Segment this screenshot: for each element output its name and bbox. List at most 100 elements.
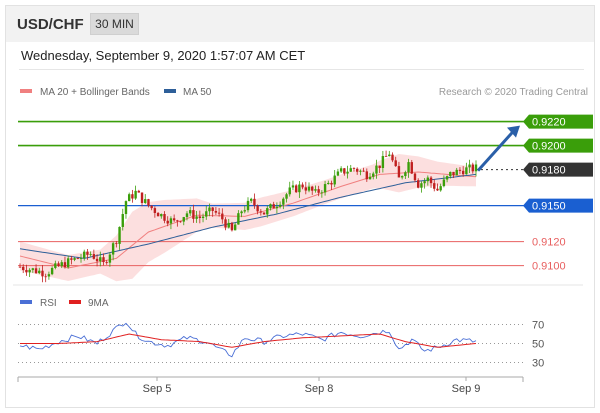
candle bbox=[445, 175, 449, 183]
level-label-0.9200: 0.9200 bbox=[532, 141, 566, 153]
candle bbox=[384, 150, 388, 157]
candle-body bbox=[455, 169, 458, 176]
candle-body bbox=[124, 201, 128, 215]
candle bbox=[349, 164, 352, 172]
candle-body bbox=[89, 254, 92, 255]
candle bbox=[95, 254, 99, 267]
candle-body bbox=[266, 208, 269, 215]
candle-body bbox=[95, 258, 99, 262]
candle bbox=[291, 180, 295, 190]
candle-body bbox=[150, 205, 153, 209]
candle bbox=[314, 185, 317, 193]
candle-body bbox=[407, 162, 410, 173]
candle-body bbox=[288, 187, 291, 195]
candle-body bbox=[343, 168, 346, 174]
candle bbox=[57, 261, 60, 267]
candles bbox=[18, 150, 478, 283]
candle bbox=[400, 175, 404, 180]
forecast-arrow bbox=[476, 125, 520, 172]
candle-body bbox=[471, 164, 474, 172]
candle bbox=[311, 185, 314, 195]
candle bbox=[426, 175, 430, 186]
candle bbox=[420, 181, 423, 193]
candle bbox=[66, 255, 70, 269]
candle bbox=[22, 264, 25, 274]
candle-body bbox=[301, 184, 304, 188]
candle bbox=[410, 159, 413, 175]
candle bbox=[140, 192, 144, 207]
candle bbox=[471, 162, 474, 174]
timeframe-badge[interactable]: 30 MIN bbox=[90, 13, 139, 35]
candle-body bbox=[127, 194, 131, 202]
candle bbox=[407, 158, 410, 178]
candle bbox=[137, 189, 141, 193]
candle-body bbox=[214, 210, 218, 213]
candle bbox=[60, 260, 63, 269]
candle-body bbox=[144, 199, 147, 204]
forecast-arrow-head bbox=[507, 125, 520, 138]
candle bbox=[156, 212, 160, 217]
candle bbox=[381, 150, 385, 173]
candle bbox=[368, 173, 372, 180]
candle bbox=[336, 168, 340, 177]
candle-body bbox=[73, 258, 76, 260]
candle-body bbox=[449, 171, 452, 177]
candle-body bbox=[201, 216, 205, 218]
candle-body bbox=[291, 185, 295, 188]
candle bbox=[214, 207, 218, 216]
candle bbox=[124, 200, 128, 219]
candle-body bbox=[198, 216, 202, 218]
candle-body bbox=[118, 226, 121, 244]
candle-body bbox=[426, 177, 430, 182]
candle bbox=[465, 162, 468, 175]
candle bbox=[346, 165, 349, 179]
candle bbox=[31, 267, 35, 273]
candle bbox=[127, 192, 131, 202]
candle bbox=[246, 197, 250, 213]
candle bbox=[92, 249, 96, 260]
candle bbox=[44, 273, 47, 283]
candle-body bbox=[195, 216, 198, 219]
candle bbox=[262, 212, 266, 215]
candle bbox=[298, 181, 301, 198]
candle-body bbox=[423, 181, 426, 184]
candle-body bbox=[346, 171, 349, 174]
candle-body bbox=[253, 198, 256, 206]
candle bbox=[455, 167, 458, 176]
x-tick-label: Sep 5 bbox=[143, 383, 172, 395]
candle-body bbox=[83, 251, 86, 259]
candle-body bbox=[134, 190, 137, 199]
ma50-legend-swatch bbox=[164, 89, 176, 93]
candle-body bbox=[307, 186, 311, 191]
candle-body bbox=[50, 267, 54, 275]
candle-body bbox=[259, 211, 263, 213]
candle-body bbox=[394, 160, 397, 167]
candle-body bbox=[381, 156, 385, 168]
candle bbox=[73, 257, 76, 262]
candle bbox=[250, 197, 253, 203]
candle bbox=[28, 268, 31, 278]
candle bbox=[195, 210, 198, 223]
candle-body bbox=[246, 200, 250, 211]
candle-body bbox=[153, 208, 157, 213]
candle bbox=[458, 167, 462, 175]
candle-body bbox=[461, 170, 465, 175]
candle-body bbox=[333, 175, 336, 185]
candle-body bbox=[163, 214, 166, 221]
candle-body bbox=[79, 258, 83, 259]
candle-body bbox=[221, 213, 224, 220]
candle-body bbox=[294, 185, 298, 193]
candle-body bbox=[179, 221, 182, 223]
candle bbox=[372, 171, 375, 180]
candle bbox=[105, 260, 108, 265]
bollinger-band-area bbox=[20, 154, 476, 282]
candle-body bbox=[336, 171, 340, 176]
candle-body bbox=[372, 173, 375, 177]
candle bbox=[192, 204, 195, 223]
candle-body bbox=[44, 276, 47, 278]
candle bbox=[121, 208, 124, 231]
rsi-panel: 70 50 30 bbox=[18, 320, 544, 370]
candle bbox=[327, 180, 330, 185]
candle-body bbox=[169, 218, 173, 224]
candle-body bbox=[156, 212, 160, 217]
